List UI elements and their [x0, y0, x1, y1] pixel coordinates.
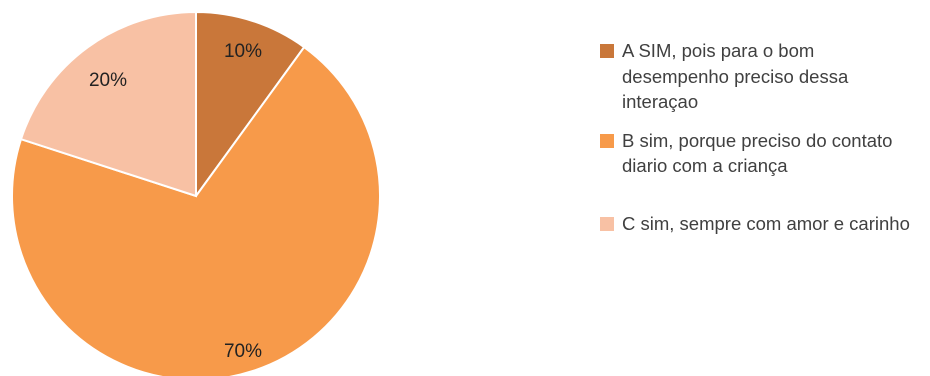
- legend-label-a: A SIM, pois para o bom desempenho precis…: [622, 40, 849, 112]
- pie-slice-1: [195, 10, 306, 200]
- legend-label-c: C sim, sempre com amor e carinho: [622, 212, 910, 234]
- legend-item-a: A SIM, pois para o bom desempenho precis…: [600, 38, 925, 115]
- slice-label-2: 70%: [224, 341, 262, 362]
- chart-legend: A SIM, pois para o bom desempenho precis…: [600, 38, 925, 236]
- slice-label-3: 20%: [89, 70, 127, 91]
- slice-label-1: 10%: [224, 41, 262, 62]
- legend-swatch-b: [600, 133, 614, 148]
- legend-item-c: C sim, sempre com amor e carinho: [600, 211, 925, 237]
- legend-swatch-a: [600, 44, 614, 58]
- legend-swatch-c: [600, 216, 614, 231]
- pie-slice-2: [11, 45, 381, 376]
- pie-plot-area: 10% 70% 20%: [11, 10, 381, 376]
- legend-item-b: B sim, porque preciso do contato diario …: [600, 128, 925, 179]
- legend-label-b: B sim, porque preciso do contato diario …: [622, 129, 893, 177]
- pie-slice-3: [19, 10, 197, 198]
